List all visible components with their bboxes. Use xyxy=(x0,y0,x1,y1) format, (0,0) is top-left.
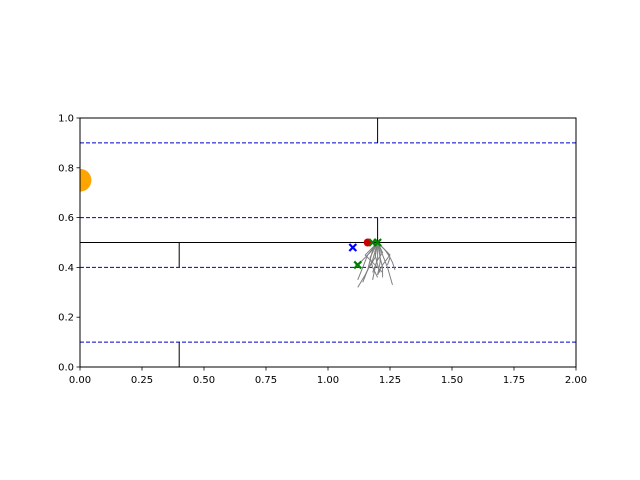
x-tick-label: 0.75 xyxy=(255,375,277,386)
x-tick-label: 0.25 xyxy=(131,375,153,386)
trajectory-line xyxy=(364,242,383,273)
x-tick-label: 2.00 xyxy=(565,375,587,386)
y-tick-label: 0.8 xyxy=(58,163,74,174)
y-axis: 0.0 0.2 0.4 0.6 0.8 1.0 xyxy=(58,114,80,374)
x-tick-label: 1.50 xyxy=(441,375,463,386)
x-tick-label: 0.00 xyxy=(69,375,91,386)
x-tick-label: 1.00 xyxy=(317,375,339,386)
y-tick-label: 1.0 xyxy=(58,114,74,125)
blue-x-marker xyxy=(348,243,358,252)
plot-area xyxy=(80,118,576,367)
trajectory-line xyxy=(369,242,379,278)
x-tick-label: 1.25 xyxy=(379,375,401,386)
trajectory-line xyxy=(357,242,378,281)
trajectory-line xyxy=(372,242,384,273)
y-tick-label: 0.6 xyxy=(58,213,74,224)
y-tick-label: 0.0 xyxy=(58,363,74,374)
x-tick-label: 0.50 xyxy=(193,375,215,386)
green-x-marker xyxy=(353,260,363,270)
x-axis: 0.00 0.25 0.50 0.75 1.00 1.25 1.50 1.75 2.00 xyxy=(69,367,587,386)
x-tick-label: 1.75 xyxy=(503,375,525,386)
y-tick-label: 0.4 xyxy=(58,263,74,274)
y-tick-label: 0.2 xyxy=(58,313,74,324)
goal-circle xyxy=(80,168,92,192)
green-x-marker xyxy=(373,238,382,247)
